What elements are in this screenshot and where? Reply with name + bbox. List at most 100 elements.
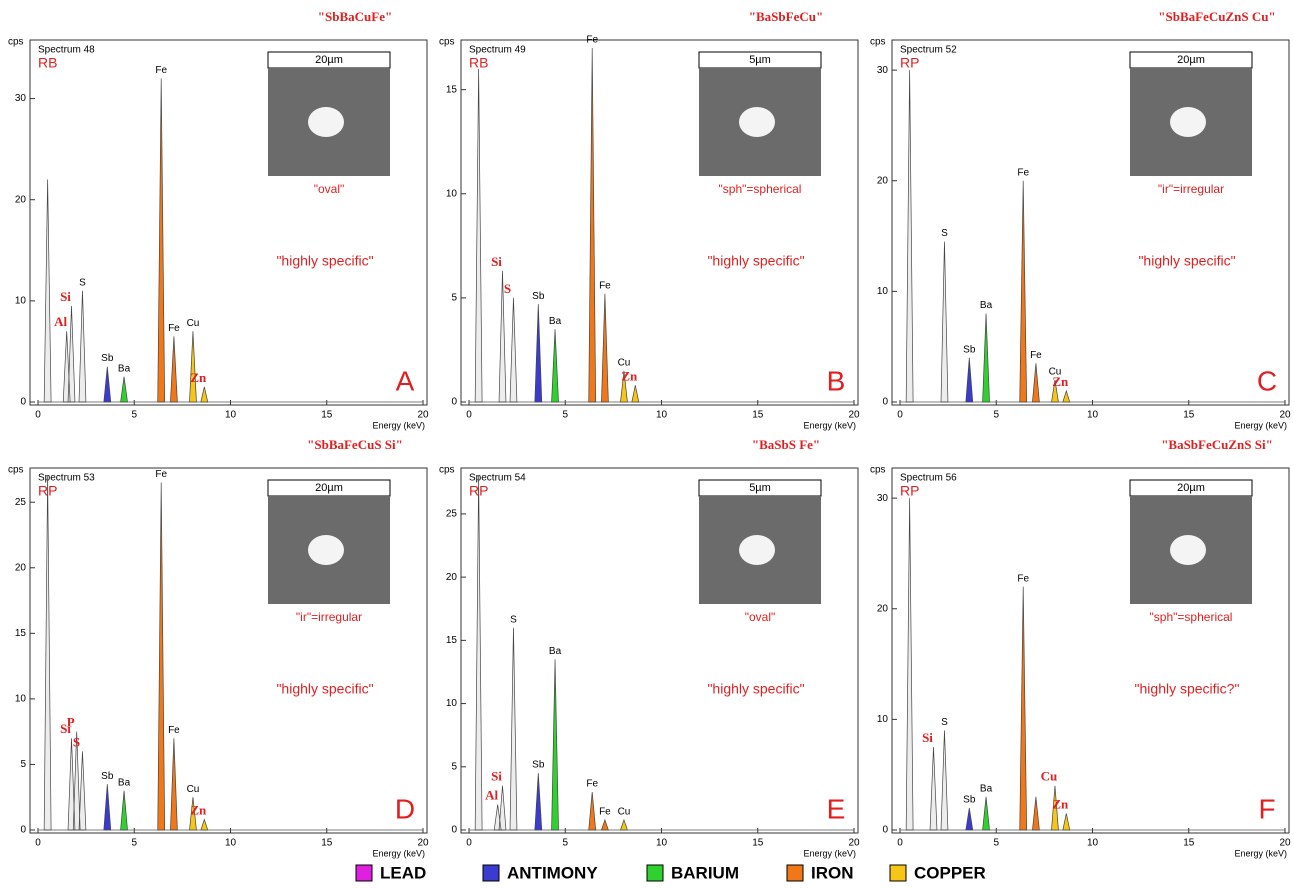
peak-label: Sb [101, 353, 114, 364]
peak [551, 329, 559, 403]
legend-swatch [355, 864, 373, 882]
legend-swatch [889, 864, 907, 882]
inset-caption: "ir"=irregular [1158, 182, 1224, 196]
peak-label: Fe [1030, 350, 1042, 361]
peak [67, 305, 76, 403]
y-tick-label: 25 [446, 509, 458, 520]
peak [474, 68, 483, 403]
inset-caption: "ir"=irregular [296, 610, 362, 624]
peak [534, 304, 543, 403]
peak-label: Fe [599, 280, 611, 291]
legend-label: ANTIMONY [507, 863, 598, 882]
peak [170, 336, 178, 403]
peak-label: Si [491, 769, 502, 784]
inset-scale: 5µm [749, 482, 771, 494]
peak-label: Si [922, 730, 933, 745]
panel-letter: D [395, 793, 415, 824]
legend-label: IRON [811, 863, 854, 882]
peak-label: S [941, 228, 948, 239]
peak [940, 730, 949, 831]
inset-scale: 5µm [749, 54, 771, 66]
peak-label: Sb [963, 344, 976, 355]
legend: LEAD ANTIMONY BARIUM IRON COPPER [355, 863, 986, 882]
peak [905, 70, 914, 403]
peak [1062, 389, 1071, 403]
y-tick-label: 10 [877, 286, 889, 297]
panel-letter: F [1258, 793, 1275, 824]
peak [189, 331, 197, 403]
peak-label: Cu [1041, 769, 1058, 784]
spectrum-label: Spectrum 56 [900, 473, 957, 484]
y-tick-label: 20 [15, 562, 27, 573]
peak [509, 297, 518, 403]
plot-frame [460, 39, 859, 406]
peak [620, 370, 628, 403]
x-tick-label: 10 [1087, 410, 1099, 421]
note: "highly specific" [707, 681, 804, 697]
peak [78, 751, 87, 831]
y-tick-label: 5 [451, 293, 457, 304]
note: "highly specific" [276, 253, 373, 269]
x-tick-label: 15 [321, 410, 333, 421]
peak-label: P [67, 715, 75, 730]
x-tick-label: 5 [993, 838, 999, 849]
plot-frame [29, 467, 428, 834]
panel-title: "BaSbS Fe" [752, 437, 820, 452]
peak-label: Sb [532, 760, 545, 771]
peak [157, 78, 166, 403]
y-tick-label: 0 [882, 397, 888, 408]
peak-label: Cu [618, 357, 631, 368]
peak [982, 313, 990, 403]
x-tick-label: 15 [1183, 410, 1195, 421]
x-tick-label: 15 [752, 838, 764, 849]
peak-label: Cu [618, 807, 631, 818]
x-axis-label: Energy (keV) [372, 848, 425, 858]
panel-letter: B [827, 365, 846, 396]
y-tick-label: 15 [446, 84, 458, 95]
x-tick-label: 0 [897, 838, 903, 849]
y-axis-label: cps [8, 465, 24, 476]
plot-frame [891, 39, 1290, 406]
panel-title: "SbBaFeCuZnS Cu" [1158, 9, 1275, 24]
peak [588, 47, 597, 403]
peak [170, 738, 178, 831]
peak-label: Ba [549, 646, 562, 657]
peak [940, 241, 949, 403]
peak [1019, 180, 1028, 403]
peak-label: Zn [190, 370, 207, 385]
peak [620, 818, 628, 831]
panel-letter: C [1257, 365, 1277, 396]
x-tick-label: 10 [656, 410, 668, 421]
peak [1032, 796, 1040, 831]
x-tick-label: 15 [752, 410, 764, 421]
panel-title: "BaSbFeCu" [749, 9, 823, 24]
x-tick-label: 10 [1087, 838, 1099, 849]
inset-scale: 20µm [1177, 54, 1205, 66]
inset-caption: "oval" [745, 610, 776, 624]
peak [631, 385, 640, 403]
x-tick-label: 10 [656, 838, 668, 849]
note: "highly specific" [707, 253, 804, 269]
y-tick-label: 0 [882, 825, 888, 836]
peak [200, 386, 209, 403]
peak-label: Ba [980, 300, 993, 311]
peak [189, 797, 197, 831]
x-tick-label: 20 [848, 410, 860, 421]
x-tick-label: 15 [1183, 838, 1195, 849]
y-tick-label: 20 [446, 572, 458, 583]
legend-swatch [786, 864, 804, 882]
inset-scale: 20µm [315, 482, 343, 494]
particle [308, 535, 344, 565]
x-tick-label: 20 [417, 838, 429, 849]
y-tick-label: 10 [15, 295, 27, 306]
detector-label: RB [38, 55, 57, 71]
y-tick-label: 10 [446, 698, 458, 709]
y-tick-label: 25 [15, 497, 27, 508]
peak-label: Zn [621, 368, 638, 383]
legend-label: LEAD [380, 863, 426, 882]
y-tick-label: 0 [20, 825, 26, 836]
peak-label: Zn [1052, 374, 1069, 389]
